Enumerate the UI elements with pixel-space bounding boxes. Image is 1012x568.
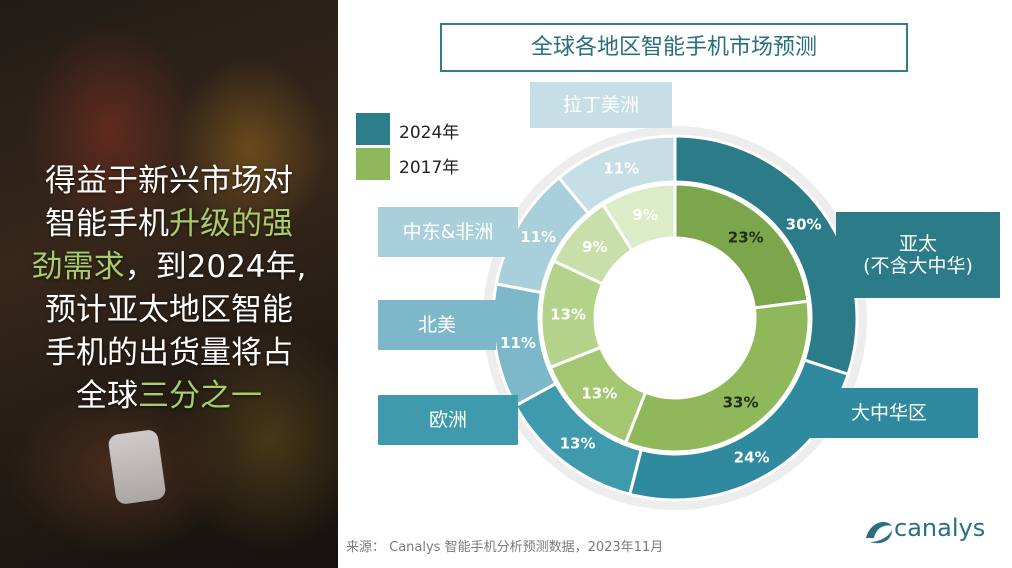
legend-swatch-2024	[356, 113, 390, 145]
region-label-latam: 拉丁美洲	[562, 94, 639, 116]
region-label-mea: 中东&非洲	[402, 221, 494, 243]
ring-2024	[491, 134, 859, 502]
canalys-logo-icon	[866, 522, 892, 544]
region-label-na: 北美	[417, 314, 456, 336]
inner-2017-value-eu: 13%	[581, 385, 617, 403]
region-label-apac: 亚太	[898, 233, 937, 255]
region-box-latam: 拉丁美洲	[530, 82, 672, 128]
chart-title: 全球各地区智能手机市场预测	[440, 23, 908, 72]
background-photo: 得益于新兴市场对 智能手机升级的强 劲需求，到2024年, 预计亚太地区智能 手…	[0, 0, 338, 568]
headline-line-6a: 全球	[76, 378, 138, 414]
headline-line-2b: 升级的强	[169, 206, 293, 242]
canalys-logo-text: canalys	[894, 514, 986, 542]
region-box-gc: 大中华区	[800, 388, 978, 438]
inner-2017-value-apac: 23%	[728, 229, 764, 247]
region-box-eu: 欧洲	[378, 395, 518, 445]
headline-line-6b: 三分之一	[138, 378, 262, 414]
inner-2017-value-gc: 33%	[723, 394, 759, 412]
ring-2017	[539, 182, 811, 454]
region-label-gc: 大中华区	[850, 402, 927, 424]
headline-line-2: 智能手机升级的强	[8, 203, 330, 246]
labels-2017: 23% 33% 13% 13% 9% 9%	[550, 206, 764, 411]
outer-2024-value-eu: 13%	[560, 435, 596, 453]
inner-2017-value-mea: 9%	[582, 238, 607, 256]
region-sublabel-apac: (不含大中华)	[863, 255, 973, 277]
headline-line-3: 劲需求，到2024年,	[8, 246, 330, 289]
headline-line-5: 手机的出货量将占	[45, 335, 293, 371]
outer-2024-value-gc: 24%	[734, 448, 770, 466]
chart-center-hole	[595, 238, 755, 398]
region-box-na: 北美	[378, 300, 496, 350]
inner-2017-value-na: 13%	[550, 306, 586, 324]
headline-line-3b: ，到2024年,	[124, 249, 307, 285]
headline-line-6: 全球三分之一	[8, 375, 330, 418]
headline-line-3a: 劲需求	[31, 249, 125, 285]
headline-line-1: 得益于新兴市场对	[45, 163, 293, 199]
photo-shade	[0, 0, 338, 568]
region-box-mea: 中东&非洲	[378, 207, 518, 257]
region-box-apac: 亚太 (不含大中华)	[836, 212, 1000, 298]
outer-2024-value-na: 11%	[500, 334, 536, 352]
headline-line-4: 预计亚太地区智能	[45, 292, 293, 328]
outer-2024-value-latam: 11%	[603, 159, 639, 177]
outer-2024-value-mea: 11%	[520, 228, 556, 246]
legend-swatch-2017	[356, 148, 390, 180]
labels-2024: 30% 24% 13% 11% 11% 11%	[500, 159, 822, 466]
legend-label-2017: 2017年	[399, 158, 460, 178]
headline-text: 得益于新兴市场对 智能手机升级的强 劲需求，到2024年, 预计亚太地区智能 手…	[8, 160, 330, 418]
outer-2024-slice-latam	[556, 134, 677, 216]
source-note: 来源： Canalys 智能手机分析预测数据，2023年11月	[346, 540, 664, 555]
legend-label-2024: 2024年	[399, 123, 460, 143]
region-label-eu: 欧洲	[428, 409, 467, 431]
inner-2017-value-latam: 9%	[632, 206, 657, 224]
outer-2024-value-apac: 30%	[786, 216, 822, 234]
headline-line-2a: 智能手机	[45, 206, 169, 242]
